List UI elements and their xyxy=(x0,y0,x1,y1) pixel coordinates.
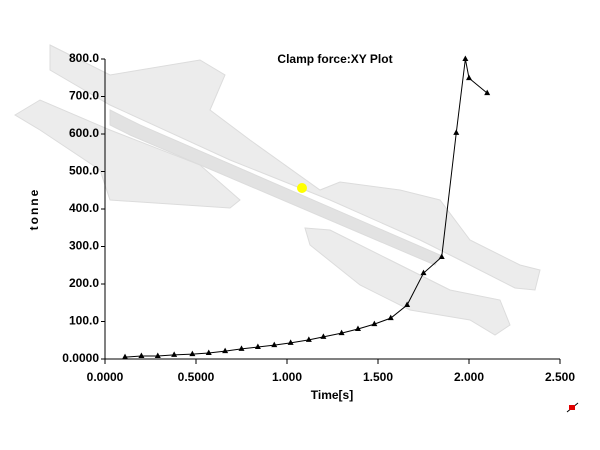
x-axis-label: Time[s] xyxy=(311,388,353,402)
x-tick-label: 0.0000 xyxy=(87,370,124,384)
x-tick-label: 2.500 xyxy=(545,370,575,384)
y-tick-label: 800.0 xyxy=(69,51,99,65)
marker-dot xyxy=(297,183,307,193)
data-point xyxy=(305,336,312,342)
data-point xyxy=(271,341,278,348)
data-point xyxy=(484,89,491,96)
y-tick-label: 500.0 xyxy=(69,164,99,178)
data-point xyxy=(354,325,361,331)
data-point xyxy=(320,333,327,339)
axis-icon xyxy=(566,402,579,413)
y-tick-label: 200.0 xyxy=(69,276,99,290)
x-tick-label: 2.000 xyxy=(454,370,484,384)
data-point xyxy=(189,350,196,357)
chart-title: Clamp force:XY Plot xyxy=(277,52,392,66)
data-point xyxy=(138,352,145,358)
y-tick-label: 400.0 xyxy=(69,201,99,215)
x-tick-label: 1.000 xyxy=(272,370,302,384)
background-model xyxy=(14,44,541,336)
data-point xyxy=(254,343,261,349)
data-point xyxy=(154,352,161,358)
data-point xyxy=(438,253,445,259)
data-point xyxy=(238,345,245,351)
data-point xyxy=(420,269,427,276)
y-tick-label: 100.0 xyxy=(69,314,99,328)
data-point xyxy=(387,314,394,321)
data-point xyxy=(171,351,178,357)
y-tick-label: 700.0 xyxy=(69,89,99,103)
data-point xyxy=(466,74,472,81)
data-point xyxy=(404,301,411,307)
y-axis-label: tonne xyxy=(27,188,41,231)
data-point xyxy=(453,129,460,135)
data-point xyxy=(338,329,345,336)
data-line xyxy=(124,58,488,358)
data-point xyxy=(222,347,229,354)
x-tick-label: 0.5000 xyxy=(178,370,215,384)
y-tick-label: 600.0 xyxy=(69,126,99,140)
y-tick-label: 300.0 xyxy=(69,239,99,253)
data-point xyxy=(371,320,378,327)
y-tick-label: 0.0000 xyxy=(62,351,99,365)
data-point xyxy=(122,353,129,360)
data-point xyxy=(205,349,212,355)
data-point xyxy=(287,339,294,345)
x-tick-label: 1.500 xyxy=(363,370,393,384)
data-point xyxy=(462,55,469,61)
